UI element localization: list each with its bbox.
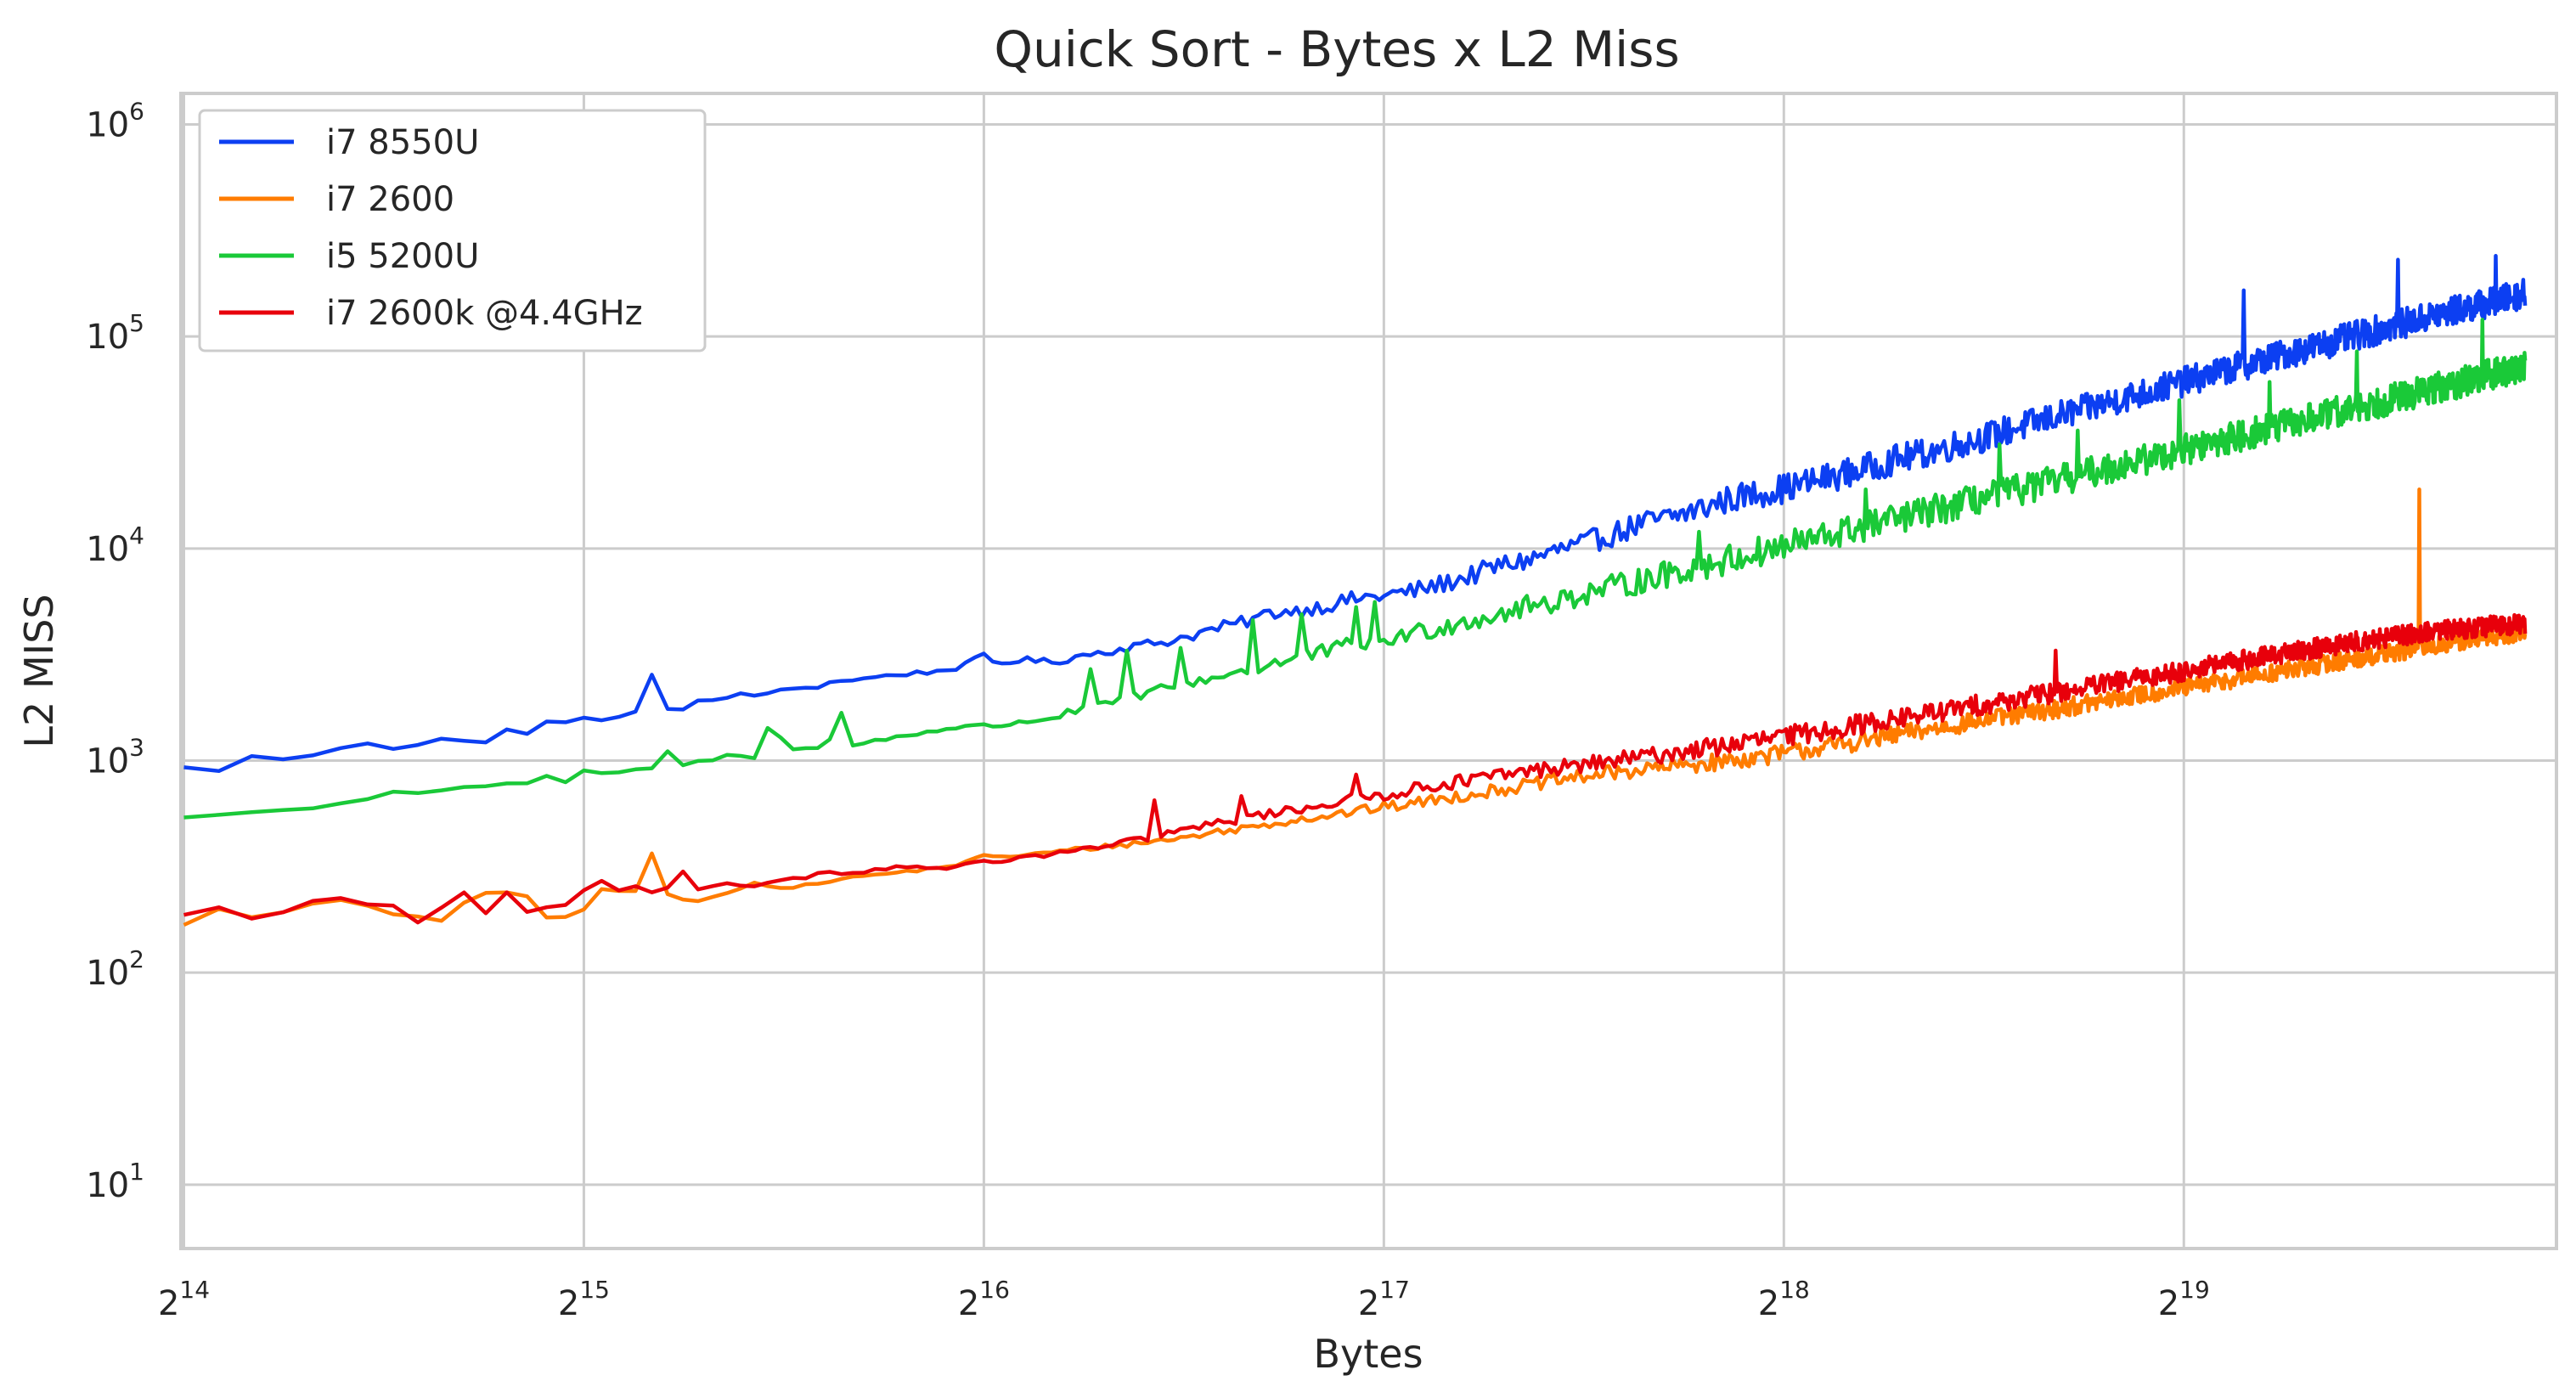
legend-label: i5 5200U <box>326 237 479 276</box>
y-tick-label: 104 <box>86 521 144 569</box>
x-tick-label: 218 <box>1758 1276 1810 1323</box>
y-tick-label: 101 <box>86 1158 144 1205</box>
x-tick-label: 217 <box>1358 1276 1410 1323</box>
series-line-1 <box>183 253 2528 774</box>
legend-label: i7 8550U <box>326 123 479 162</box>
legend-box <box>198 109 707 352</box>
series-line-4 <box>183 612 2528 925</box>
legend: i7 8550U i7 2600 i5 5200U i7 2600k @4.4GHz <box>198 109 707 352</box>
x-tick-label: 216 <box>958 1276 1010 1323</box>
y-tick-label: 103 <box>86 733 144 781</box>
series-layer <box>183 253 2528 927</box>
series-line-2 <box>183 487 2528 927</box>
x-tick-labels: 214 215 216 217 218 219 <box>158 1276 2210 1323</box>
x-tick-label: 214 <box>158 1276 210 1323</box>
chart-title: Quick Sort - Bytes x L2 Miss <box>994 20 1679 78</box>
y-tick-label: 102 <box>86 945 144 993</box>
x-tick-label: 219 <box>2158 1276 2210 1323</box>
y-axis-label: L2 MISS <box>16 594 62 747</box>
legend-label: i7 2600k @4.4GHz <box>326 294 643 333</box>
y-tick-labels: 101 102 103 104 105 106 <box>86 97 144 1204</box>
legend-label: i7 2600 <box>326 180 454 219</box>
y-tick-label: 106 <box>86 97 144 144</box>
x-axis-label: Bytes <box>1313 1331 1423 1377</box>
series-line-3 <box>183 318 2528 820</box>
x-tick-label: 215 <box>558 1276 610 1323</box>
plot-frame <box>179 92 2558 1250</box>
y-tick-label: 105 <box>86 309 144 357</box>
